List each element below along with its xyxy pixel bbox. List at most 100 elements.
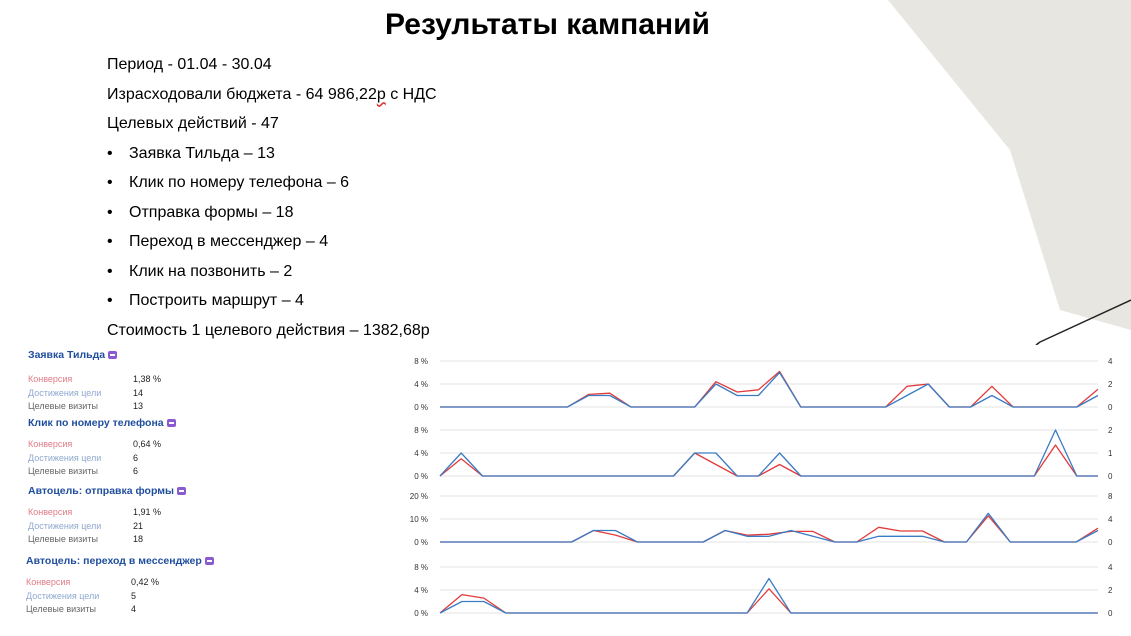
- y-tick-label-right: 0: [1108, 609, 1113, 618]
- visits-series-line: [439, 577, 1098, 614]
- stat-conversion: Конверсия 1,91 %: [28, 507, 248, 521]
- bullet-item: Клик на позвонить – 2: [107, 261, 437, 291]
- goal-title: Автоцель: отправка формы: [28, 485, 248, 497]
- bullet-item: Переход в мессенджер – 4: [107, 231, 437, 261]
- visits-series-line: [440, 371, 1099, 408]
- y-tick-label-left: 8 %: [414, 563, 428, 572]
- visits-series-line: [440, 512, 1099, 543]
- stat-visits: Целевые визиты 13: [28, 401, 248, 415]
- stat-visits: Целевые визиты 6: [28, 466, 248, 480]
- y-tick-label-right: 4: [1108, 357, 1113, 366]
- y-tick-label-right: 1: [1108, 449, 1113, 458]
- goal-type-icon: [176, 487, 186, 495]
- budget-text: Израсходовали бюджета - 64 986,22: [107, 85, 377, 103]
- budget-vat: с НДС: [385, 85, 437, 103]
- stat-value: 1,38 %: [133, 374, 162, 384]
- y-tick-label-right: 0: [1108, 403, 1113, 412]
- stat-reaches: Достижения цели 5: [26, 591, 246, 605]
- stat-label: Целевые визиты: [26, 604, 96, 614]
- stat-label: Целевые визиты: [28, 401, 98, 411]
- stat-visits: Целевые визиты 18: [28, 534, 248, 548]
- goal-block-phone-click: Клик по номеру телефона Конверсия 0,64 % …: [28, 417, 248, 480]
- decorative-line: [1039, 299, 1131, 343]
- slide-title: Результаты кампаний: [385, 8, 710, 41]
- goal-type-icon: [108, 351, 118, 359]
- y-tick-label-left: 0 %: [414, 609, 428, 618]
- y-tick-label-right: 2: [1108, 586, 1113, 595]
- conversion-series-line: [440, 370, 1099, 408]
- stat-value: 0,64 %: [133, 439, 162, 449]
- bullet-item: Заявка Тильда – 13: [107, 143, 437, 173]
- goal-title-text: Автоцель: отправка формы: [28, 485, 174, 497]
- stat-value: 4: [131, 604, 137, 614]
- y-tick-label-left: 4 %: [414, 380, 428, 389]
- y-tick-label-left: 8 %: [414, 426, 428, 435]
- stat-value: 14: [133, 387, 144, 398]
- goal-type-icon: [204, 557, 214, 565]
- bullet-item: Построить маршрут – 4: [107, 290, 437, 320]
- y-tick-label-left: 8 %: [414, 357, 428, 366]
- stat-value: 5: [131, 590, 137, 601]
- stat-value: 1,91 %: [133, 507, 162, 517]
- period-line: Период - 01.04 - 30.04: [107, 56, 272, 73]
- goal-title-text: Заявка Тильда: [28, 349, 106, 361]
- stat-conversion: Конверсия 1,38 %: [28, 374, 248, 388]
- stat-value: 18: [133, 534, 144, 544]
- conversion-series-line: [440, 515, 1099, 543]
- stat-label: Достижения цели: [26, 590, 100, 601]
- goal-title-text: Клик по номеру телефона: [28, 417, 164, 429]
- goal-block-messenger: Автоцель: переход в мессенджер Конверсия…: [26, 555, 246, 618]
- y-tick-label-right: 2: [1108, 380, 1113, 389]
- y-tick-label-right: 8: [1108, 492, 1113, 501]
- goal-type-icon: [166, 419, 176, 427]
- stat-value: 0,42 %: [131, 577, 160, 587]
- stat-label: Целевые визиты: [28, 466, 98, 476]
- y-tick-label-right: 0: [1108, 472, 1113, 481]
- stat-label: Конверсия: [28, 439, 73, 449]
- y-tick-label-right: 2: [1108, 426, 1113, 435]
- y-tick-label-left: 0 %: [414, 403, 428, 412]
- cost-per-action-line: Стоимость 1 целевого действия – 1382,68р: [107, 321, 430, 339]
- stat-conversion: Конверсия 0,64 %: [28, 439, 248, 453]
- stat-value: 6: [133, 466, 139, 476]
- stat-label: Конверсия: [26, 577, 71, 587]
- stat-label: Целевые визиты: [28, 534, 98, 544]
- y-tick-label-left: 10 %: [410, 515, 428, 524]
- y-tick-label-right: 0: [1108, 538, 1113, 547]
- y-tick-label-right: 4: [1108, 563, 1113, 572]
- stat-visits: Целевые визиты 4: [26, 604, 246, 618]
- goal-title: Заявка Тильда: [28, 349, 248, 361]
- y-tick-label-left: 20 %: [410, 492, 428, 501]
- stat-value: 13: [133, 401, 144, 411]
- goal-title: Автоцель: переход в мессенджер: [26, 555, 246, 567]
- stat-label: Достижения цели: [28, 520, 102, 531]
- stat-label: Достижения цели: [28, 452, 102, 463]
- stat-reaches: Достижения цели 14: [28, 388, 248, 402]
- stat-value: 21: [133, 520, 144, 531]
- stat-label: Конверсия: [28, 374, 73, 384]
- budget-line: Израсходовали бюджета - 64 986,22р с НДС: [107, 84, 437, 114]
- conversion-charts: 8 % 44 % 20 % 08 % 24 % 10 % 020 % 810 % 40 % 08 …: [410, 357, 1113, 618]
- metrica-screenshot: Заявка Тильда Конверсия 1,38 % Достижения…: [0, 345, 1131, 636]
- bullet-item: Клик по номеру телефона – 6: [107, 172, 437, 202]
- stat-reaches: Достижения цели 21: [28, 521, 248, 535]
- summary-text: Период - 01.04 - 30.04 Израсходовали бюд…: [107, 54, 437, 349]
- y-tick-label-left: 4 %: [414, 586, 428, 595]
- goal-block-tilda: Заявка Тильда Конверсия 1,38 % Достижения…: [28, 349, 248, 415]
- decorative-shape: [888, 0, 1131, 330]
- stat-conversion: Конверсия 0,42 %: [26, 577, 246, 591]
- conversion-series-line: [439, 588, 1098, 614]
- goal-block-form-submit: Автоцель: отправка формы Конверсия 1,91 %…: [28, 485, 248, 548]
- budget-currency: р: [376, 85, 386, 103]
- target-actions-line: Целевых действий - 47: [107, 115, 279, 132]
- stat-label: Конверсия: [28, 507, 73, 517]
- conversion-series-line: [439, 444, 1098, 477]
- stat-value: 6: [133, 452, 139, 463]
- stat-reaches: Достижения цели 6: [28, 453, 248, 467]
- goal-title: Клик по номеру телефона: [28, 417, 248, 429]
- y-tick-label-left: 0 %: [414, 472, 428, 481]
- goal-title-text: Автоцель: переход в мессенджер: [26, 555, 202, 567]
- y-tick-label-left: 0 %: [414, 538, 428, 547]
- y-tick-label-right: 4: [1108, 515, 1113, 524]
- bullet-item: Отправка формы – 18: [107, 202, 437, 232]
